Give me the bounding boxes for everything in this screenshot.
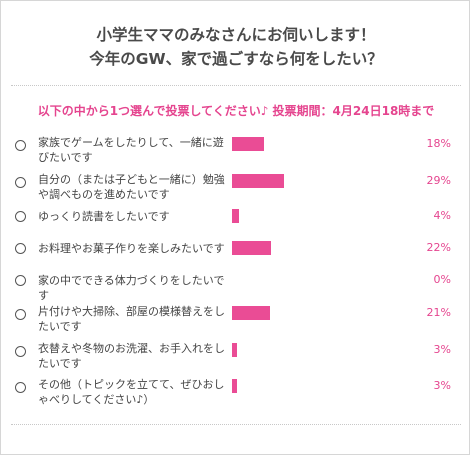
bottom-divider <box>11 424 461 425</box>
poll-option-1[interactable]: 自分の（または子どもと一緒に）勉強や調べものを進めたいです 29% <box>1 172 470 206</box>
option-label: お料理やお菓子作りを楽しみたいです <box>38 242 225 255</box>
option-percent: 29% <box>426 174 451 187</box>
radio-button[interactable] <box>15 140 26 151</box>
radio-button[interactable] <box>15 275 26 286</box>
radio-button[interactable] <box>15 346 26 357</box>
option-bar <box>232 379 237 393</box>
poll-option-3[interactable]: お料理やお菓子作りを楽しみたいです 22% <box>1 241 470 275</box>
option-label: 片付けや大掃除、部屋の模様替えをしたいです <box>38 305 225 333</box>
option-label: 自分の（または子どもと一緒に）勉強や調べものを進めたいです <box>38 173 225 201</box>
option-percent: 4% <box>433 209 451 222</box>
radio-button[interactable] <box>15 309 26 320</box>
poll-option-2[interactable]: ゆっくり読書をしたいです 4% <box>1 209 470 243</box>
option-bar <box>232 343 237 357</box>
poll-title: 小学生ママのみなさんにお伺いします！ 今年のGW、家で過ごすなら何をしたい？ <box>1 23 470 71</box>
radio-button[interactable] <box>15 211 26 222</box>
poll-title-line1: 小学生ママのみなさんにお伺いします！ <box>96 26 376 44</box>
option-percent: 0% <box>433 273 451 286</box>
option-bar <box>232 209 239 223</box>
option-percent: 22% <box>426 241 451 254</box>
option-bar <box>232 306 270 320</box>
radio-button[interactable] <box>15 382 26 393</box>
option-bar <box>232 174 284 188</box>
poll-option-5[interactable]: 片付けや大掃除、部屋の模様替えをしたいです 21% <box>1 304 470 338</box>
option-label: 家の中でできる体力づくりをしたいです <box>38 274 225 302</box>
top-divider <box>11 85 461 86</box>
option-percent: 3% <box>433 379 451 392</box>
option-label: 衣替えや冬物のお洗濯、お手入れをしたいです <box>38 342 225 370</box>
poll-option-7[interactable]: その他（トピックを立てて、ぜひおしゃべりしてください♪） 3% <box>1 377 470 411</box>
option-percent: 21% <box>426 306 451 319</box>
option-label: 家族でゲームをしたりして、一緒に遊びたいです <box>38 136 224 164</box>
radio-button[interactable] <box>15 177 26 188</box>
poll-title-line2: 今年のGW、家で過ごすなら何をしたい？ <box>89 50 383 68</box>
option-label: ゆっくり読書をしたいです <box>38 210 170 223</box>
option-bar <box>232 137 264 151</box>
poll-instruction: 以下の中から1つ選んで投票してください♪ 投票期間：4月24日18時まで <box>37 104 435 118</box>
option-bar <box>232 241 271 255</box>
radio-button[interactable] <box>15 243 26 254</box>
poll-option-4[interactable]: 家の中でできる体力づくりをしたいです 0% <box>1 273 470 307</box>
option-label: その他（トピックを立てて、ぜひおしゃべりしてください♪） <box>38 378 225 406</box>
option-percent: 18% <box>426 137 451 150</box>
poll-option-0[interactable]: 家族でゲームをしたりして、一緒に遊びたいです 18% <box>1 135 470 169</box>
option-percent: 3% <box>433 343 451 356</box>
poll-option-6[interactable]: 衣替えや冬物のお洗濯、お手入れをしたいです 3% <box>1 341 470 375</box>
